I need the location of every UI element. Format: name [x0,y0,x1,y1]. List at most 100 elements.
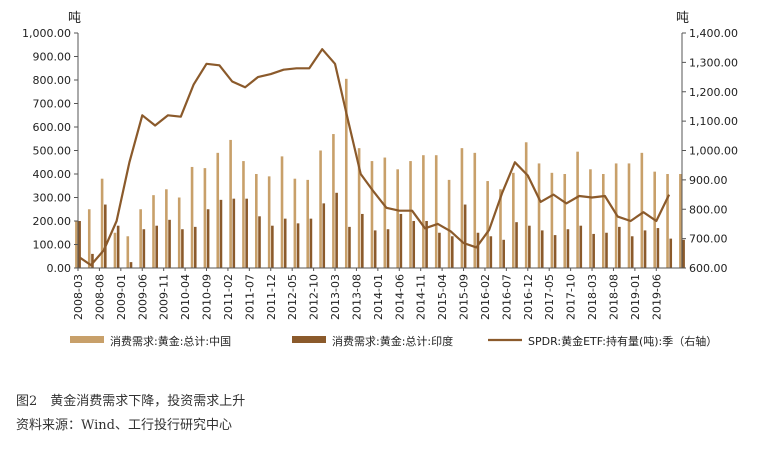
bar-china [190,166,194,268]
bar-india [91,253,94,268]
bar-china [512,172,515,268]
bar-china [409,161,412,268]
bar-china [113,232,117,268]
bar-india [296,223,300,268]
bar-india [502,239,505,268]
bar-china [601,174,605,268]
bar-india [361,213,364,268]
left-tick-label: 800.00 [33,74,72,87]
left-tick-label: 400.00 [33,168,72,181]
left-tick-label: 500.00 [33,145,72,158]
left-tick-label: 600.00 [33,121,72,134]
right-tick-label: 1,000.00 [689,145,738,158]
bar-india [463,204,467,268]
bar-china [152,195,155,268]
x-tick-label: 2013-03 [329,274,342,320]
bar-china [357,148,361,268]
bar-india [283,218,287,268]
bar-india [643,230,647,268]
right-tick-label: 600.00 [689,262,728,275]
x-tick-label: 2019-01 [629,274,642,320]
bar-india [515,222,518,268]
left-tick-label: 200.00 [33,215,72,228]
x-tick-label: 2010-09 [201,274,214,320]
bar-china [447,179,451,268]
bar-india [348,226,351,268]
bar-india [450,236,454,268]
bar-china [216,152,220,268]
right-tick-label: 700.00 [689,233,728,246]
left-tick-label: 700.00 [33,98,72,111]
bar-india [412,221,416,268]
bar-india [553,235,557,268]
spdr-line [77,48,671,267]
bar-china [319,150,322,268]
bar-china [666,174,669,268]
bar-india [540,230,544,268]
legend-india-label: 消费需求:黄金:总计:印度 [332,334,453,348]
bar-india [618,226,621,268]
x-tick-label: 2016-07 [500,274,513,320]
right-tick-label: 1,100.00 [689,115,738,128]
bar-china [627,163,631,268]
source-note: 资料来源：Wind、工行投行研究中心 [16,418,232,433]
right-tick-label: 1,200.00 [689,86,738,99]
bar-china [165,189,168,268]
bar-china [87,209,91,268]
bar-india [489,236,493,268]
figure-caption: 图2 黄金消费需求下降，投资需求上升 [16,394,246,409]
bar-india [566,229,570,268]
x-tick-label: 2017-05 [543,274,556,320]
bar-china [524,142,528,268]
x-tick-label: 2014-01 [372,274,385,320]
bar-china [126,236,130,268]
x-tick-label: 2008-03 [72,274,85,320]
bar-india [592,233,595,268]
bar-india [168,219,171,268]
x-tick-label: 2009-06 [136,274,149,320]
x-tick-label: 2008-08 [93,274,106,320]
bar-india [669,238,673,268]
bar-china [473,152,477,268]
bar-china [203,168,207,268]
bar-india [309,218,313,268]
left-tick-label: 1,000.00 [22,27,71,40]
bar-china [229,139,232,268]
bar-china [550,172,554,268]
bar-china [280,156,284,268]
right-tick-label: 1,300.00 [689,56,738,69]
x-tick-label: 2012-05 [286,274,299,320]
bar-india [129,262,133,268]
bar-india [373,230,377,268]
bar-china [460,148,464,268]
x-tick-label: 2015-09 [458,274,471,320]
bar-china [344,78,348,268]
bar-india [232,198,236,268]
bar-china [576,151,579,268]
bar-india [104,204,107,268]
bar-india [322,203,326,268]
left-tick-label: 300.00 [33,192,72,205]
bar-india [271,225,274,268]
bar-india [630,236,634,268]
x-tick-label: 2019-06 [650,274,663,320]
left-tick-label: 900.00 [33,51,72,64]
bar-series [75,78,685,268]
bar-china [640,152,644,268]
left-tick-label: 0.00 [47,262,72,275]
bar-china [563,174,567,268]
bar-india [476,232,480,268]
bar-india [78,221,81,268]
bar-india [386,229,390,268]
bar-india [181,229,184,268]
bar-china [679,174,682,268]
x-tick-label: 2014-11 [415,274,428,320]
bar-china [537,163,541,268]
x-tick-label: 2016-12 [522,274,535,320]
bar-india [219,199,223,268]
right-tick-label: 900.00 [689,174,728,187]
bar-india [399,213,403,268]
line-series [77,48,671,267]
bar-india [142,229,146,268]
x-tick-label: 2011-02 [222,274,235,320]
